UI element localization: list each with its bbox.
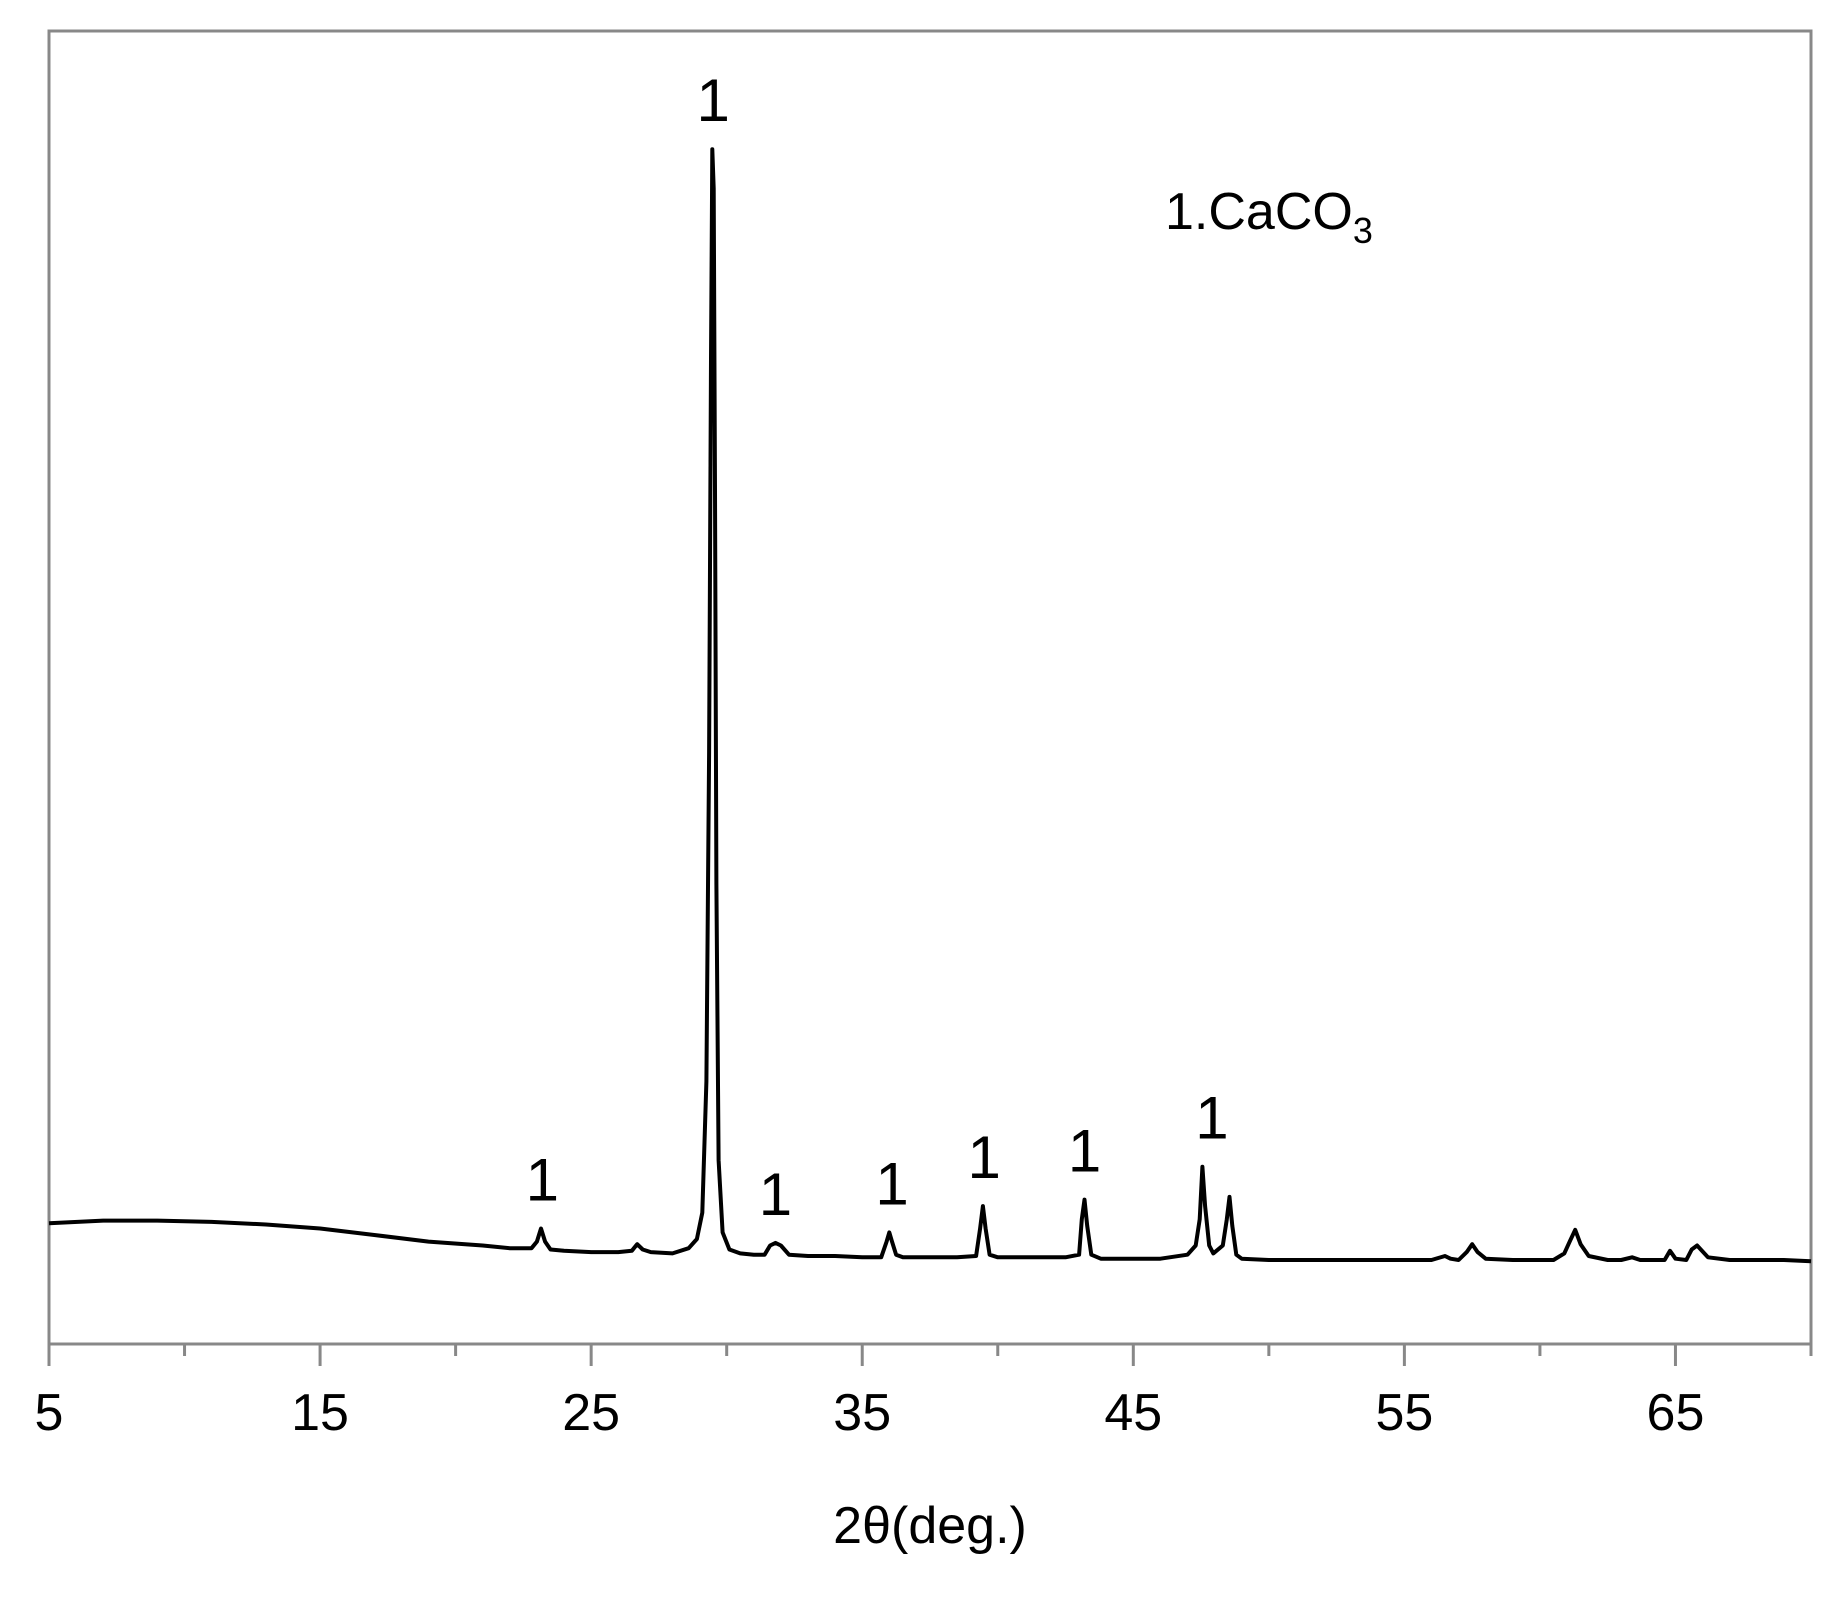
- phase-legend-prefix: 1.CaCO: [1165, 183, 1353, 241]
- peak-label: 1: [526, 1146, 559, 1213]
- x-axis-tick-labels: 5 15 25 35 45 55 65: [35, 1384, 1705, 1442]
- peak-labels: 111 1 1 1 1: [526, 67, 1229, 1228]
- x-tick-label: 5: [35, 1384, 64, 1442]
- phase-legend-subscript: 3: [1353, 210, 1373, 251]
- peak-label: 1: [1195, 1085, 1228, 1152]
- x-tick-label: 35: [833, 1384, 891, 1442]
- x-tick-label: 15: [291, 1384, 349, 1442]
- peak-label: 1: [968, 1124, 1001, 1191]
- x-axis-ticks: [47, 1344, 1813, 1366]
- x-tick-label: 25: [562, 1384, 620, 1442]
- x-tick-label: 45: [1104, 1384, 1162, 1442]
- peak-label: 1: [759, 1161, 792, 1228]
- peak-label: 1: [875, 1150, 908, 1217]
- phase-legend: 1.CaCO3: [1165, 183, 1373, 251]
- x-tick-label: 55: [1375, 1384, 1433, 1442]
- plot-frame: [47, 29, 1813, 1346]
- peak-label: 1: [696, 67, 729, 134]
- xrd-series-line: [48, 147, 1812, 1264]
- peak-label: 1: [1068, 1118, 1101, 1185]
- x-tick-label: 65: [1647, 1384, 1705, 1442]
- x-axis-title: 2θ(deg.): [833, 1497, 1027, 1555]
